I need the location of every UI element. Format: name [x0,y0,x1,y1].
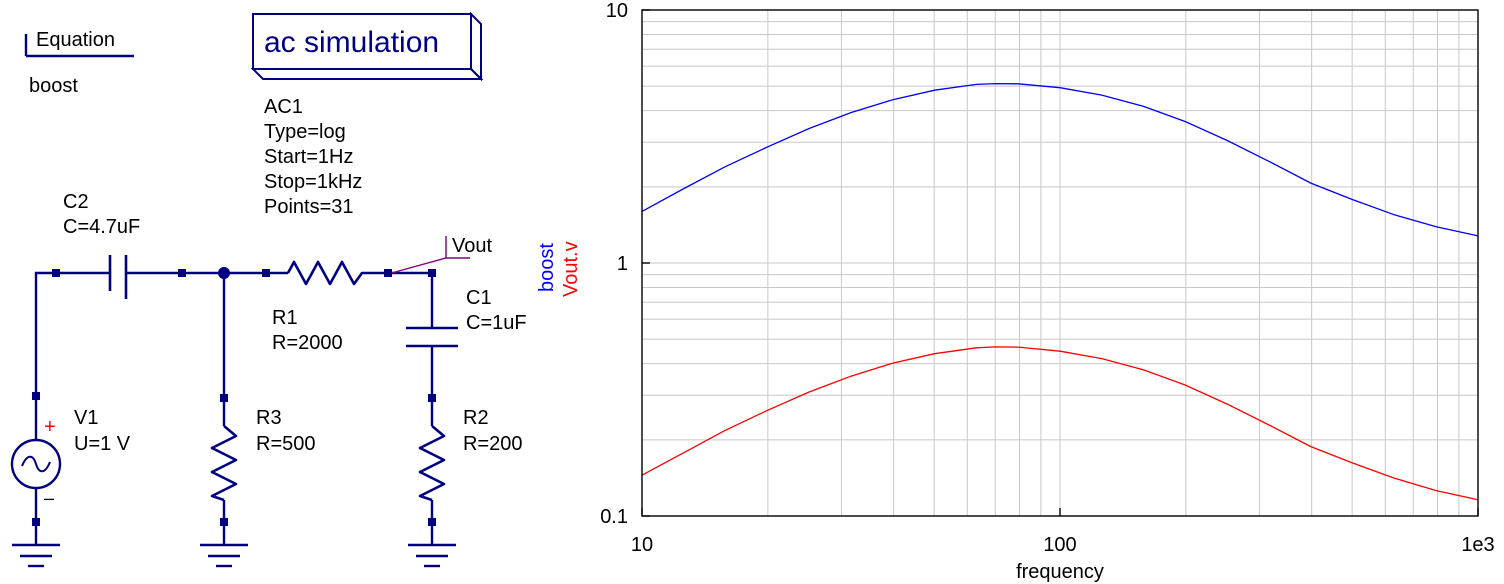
r2-name: R2 [463,407,489,429]
sim-param-points: Points=31 [264,196,354,218]
plot-series [641,82,1479,501]
port-v1-top [32,392,40,400]
probe-label: Vout [452,235,492,257]
r2-zigzag [418,425,446,502]
ground-r3 [200,543,248,568]
frequency-plot[interactable]: 10 100 1e3 0.1 1 10 frequency boost Vout.v [536,0,1495,583]
legend-vout: Vout.v [560,241,582,297]
ports [32,267,436,526]
plot-grid [642,10,1478,516]
capacitor-c1[interactable]: C1 C=1uF [406,287,527,348]
c2-name: C2 [63,191,89,213]
port-c2-left [52,269,60,277]
ac-simulation-block[interactable]: ac simulation AC1 Type=log Start=1Hz Sto… [250,11,484,218]
v1-minus-sign: – [44,488,54,508]
v1-name: V1 [74,407,98,429]
sim-param-stop: Stop=1kHz [264,171,362,193]
equation-name[interactable]: boost [29,75,78,97]
r1-value: R=2000 [272,332,343,354]
junction-dot [218,267,230,279]
resistor-r2[interactable]: R2 R=200 [418,407,523,502]
v1-value: U=1 V [74,433,131,455]
y-tick-label: 1 [617,253,628,275]
vout-probe[interactable]: Vout [387,235,492,275]
r1-zigzag [286,260,368,286]
legend-boost: boost [536,243,558,292]
x-axis-label: frequency [1016,561,1104,583]
sim-name: AC1 [264,96,303,118]
port-c1-top [428,269,436,277]
ground-v1 [12,543,60,568]
y-tick-label: 0.1 [600,506,628,528]
port-r1-right [384,269,392,277]
v1-plus-sign: + [44,416,56,438]
resistor-r3[interactable]: R3 R=500 [210,407,316,502]
sim-box-label: ac simulation [264,26,439,59]
port-r3-top [220,394,228,402]
ground-r2 [408,543,456,568]
port-r1-left [262,269,270,277]
c1-name: C1 [466,287,492,309]
port-c1-bottom [428,394,436,402]
equation-title: Equation [36,29,115,51]
sim-box-side-face [470,11,482,82]
x-tick-label: 10 [631,534,653,556]
voltage-source-v1[interactable]: + – V1 U=1 V [10,407,131,508]
port-r3-bottom [220,518,228,526]
r3-name: R3 [256,407,282,429]
resistor-r1[interactable]: R1 R=2000 [272,260,368,354]
r3-zigzag [210,425,238,502]
x-tick-label: 1e3 [1461,534,1494,556]
c2-value: C=4.7uF [63,216,140,238]
series-line-boost [641,82,1479,237]
r2-value: R=200 [463,433,523,455]
port-c2-right [178,269,186,277]
r3-value: R=500 [256,433,316,455]
sim-box-front [252,13,472,70]
sim-param-type: Type=log [264,121,346,143]
plot-ticks: 10 100 1e3 0.1 1 10 [600,0,1495,556]
v1-circle [10,438,62,490]
c1-value: C=1uF [466,312,527,334]
capacitor-c2[interactable]: C2 C=4.7uF [63,191,140,299]
series-line-vout [641,346,1479,501]
port-r2-bottom [428,518,436,526]
port-v1-bottom [32,518,40,526]
sim-param-start: Start=1Hz [264,146,353,168]
r1-name: R1 [272,307,298,329]
wire-left-vertical [34,271,56,396]
x-tick-label: 100 [1043,534,1076,556]
y-tick-label: 10 [606,0,628,22]
v1-sine-icon [21,455,51,473]
sim-box-bottom-face [250,68,484,80]
equation-block[interactable]: Equation boost [24,29,134,97]
